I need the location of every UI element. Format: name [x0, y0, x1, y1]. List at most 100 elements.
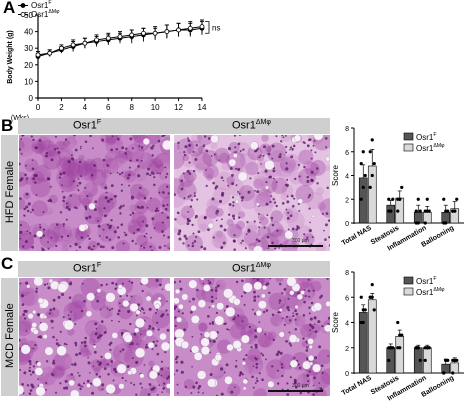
tissue-patch: [157, 165, 170, 180]
nucleus: [160, 367, 164, 371]
nucleus: [24, 173, 27, 176]
nucleus: [143, 235, 146, 238]
tissue-patch: [30, 177, 51, 198]
nucleus: [280, 363, 283, 366]
nucleus: [215, 394, 218, 396]
nucleus: [78, 352, 82, 355]
tissue-patch: [19, 315, 32, 332]
nucleus: [121, 282, 124, 285]
nucleus: [45, 151, 49, 155]
nucleus: [111, 246, 115, 250]
tissue-patch: [97, 358, 108, 369]
nucleus: [166, 185, 169, 188]
nucleus: [297, 163, 301, 167]
tissue-patch: [100, 367, 109, 376]
tissue-patch: [39, 358, 54, 374]
nucleus: [20, 138, 23, 140]
tissue-patch: [74, 227, 88, 241]
tissue-patch: [91, 296, 106, 311]
nucleus: [176, 211, 180, 215]
nucleus: [74, 341, 78, 345]
lipid-vacuole: [146, 329, 154, 337]
nucleus: [45, 360, 49, 363]
tissue-patch: [129, 204, 137, 212]
nucleus: [234, 146, 237, 149]
tissue-patch: [20, 135, 39, 147]
lipid-vacuole: [63, 319, 75, 331]
nucleus: [177, 141, 180, 145]
lipid-vacuole: [242, 386, 247, 391]
nucleus: [19, 368, 22, 371]
nucleus: [232, 217, 236, 220]
nucleus: [155, 278, 159, 282]
nucleus: [106, 223, 109, 227]
lipid-vacuole: [180, 340, 189, 349]
nucleus: [94, 208, 97, 212]
nucleus: [154, 312, 157, 314]
nucleus: [151, 348, 154, 351]
nucleus: [277, 369, 280, 372]
data-dot: [400, 185, 404, 189]
lipid-vacuole: [116, 363, 127, 374]
nucleus: [157, 209, 160, 212]
lipid-vacuole: [42, 334, 48, 340]
nucleus: [238, 192, 241, 195]
nucleus: [75, 250, 78, 251]
nucleus: [310, 149, 313, 152]
nucleus: [308, 323, 312, 326]
nucleus: [293, 378, 297, 382]
nucleus: [133, 332, 137, 336]
tissue-patch: [63, 302, 84, 322]
tissue-patch: [247, 348, 261, 362]
nucleus: [153, 183, 156, 187]
tissue-patch: [209, 199, 219, 209]
tissue-patch: [146, 135, 161, 145]
nucleus: [119, 350, 122, 353]
tissue-patch: [119, 350, 134, 365]
nucleus: [268, 291, 271, 294]
nucleus: [105, 191, 108, 194]
nucleus: [149, 174, 152, 177]
nucleus: [35, 194, 38, 196]
tissue-patch: [19, 197, 26, 210]
nucleus: [289, 344, 293, 347]
data-dot: [363, 173, 367, 178]
nucleus: [259, 154, 262, 157]
nucleus: [166, 216, 170, 219]
tissue-patch: [89, 231, 102, 244]
nucleus: [272, 338, 276, 342]
nucleus: [103, 214, 107, 218]
nucleus: [179, 230, 182, 233]
nucleus: [157, 372, 160, 376]
nucleus: [176, 392, 179, 394]
y-tick-label: 6: [345, 295, 349, 302]
bar: [422, 212, 432, 224]
nucleus: [31, 167, 35, 171]
lipid-vacuole: [255, 202, 260, 207]
nucleus: [293, 197, 296, 200]
nucleus: [155, 207, 158, 210]
tissue-patch: [124, 170, 137, 183]
nucleus: [33, 181, 37, 184]
data-dot: [359, 295, 363, 299]
tissue-patch: [71, 154, 91, 174]
nucleus: [324, 238, 327, 241]
nucleus: [215, 311, 219, 314]
nucleus: [209, 351, 212, 354]
nucleus: [294, 318, 297, 321]
nucleus: [94, 200, 98, 204]
row-label-bar-c: [1, 278, 18, 396]
tissue-patch: [239, 189, 259, 210]
y-tick-label: 20: [24, 61, 33, 70]
nucleus: [19, 178, 23, 182]
tissue-patch: [55, 176, 69, 191]
lipid-vacuole: [105, 292, 116, 303]
tissue-patch: [88, 227, 103, 242]
tissue-patch: [44, 380, 55, 391]
lipid-vacuole: [164, 282, 170, 292]
nucleus: [180, 187, 184, 191]
nucleus: [111, 135, 114, 138]
nucleus: [211, 322, 215, 325]
nucleus: [148, 307, 152, 311]
nucleus: [52, 307, 56, 311]
